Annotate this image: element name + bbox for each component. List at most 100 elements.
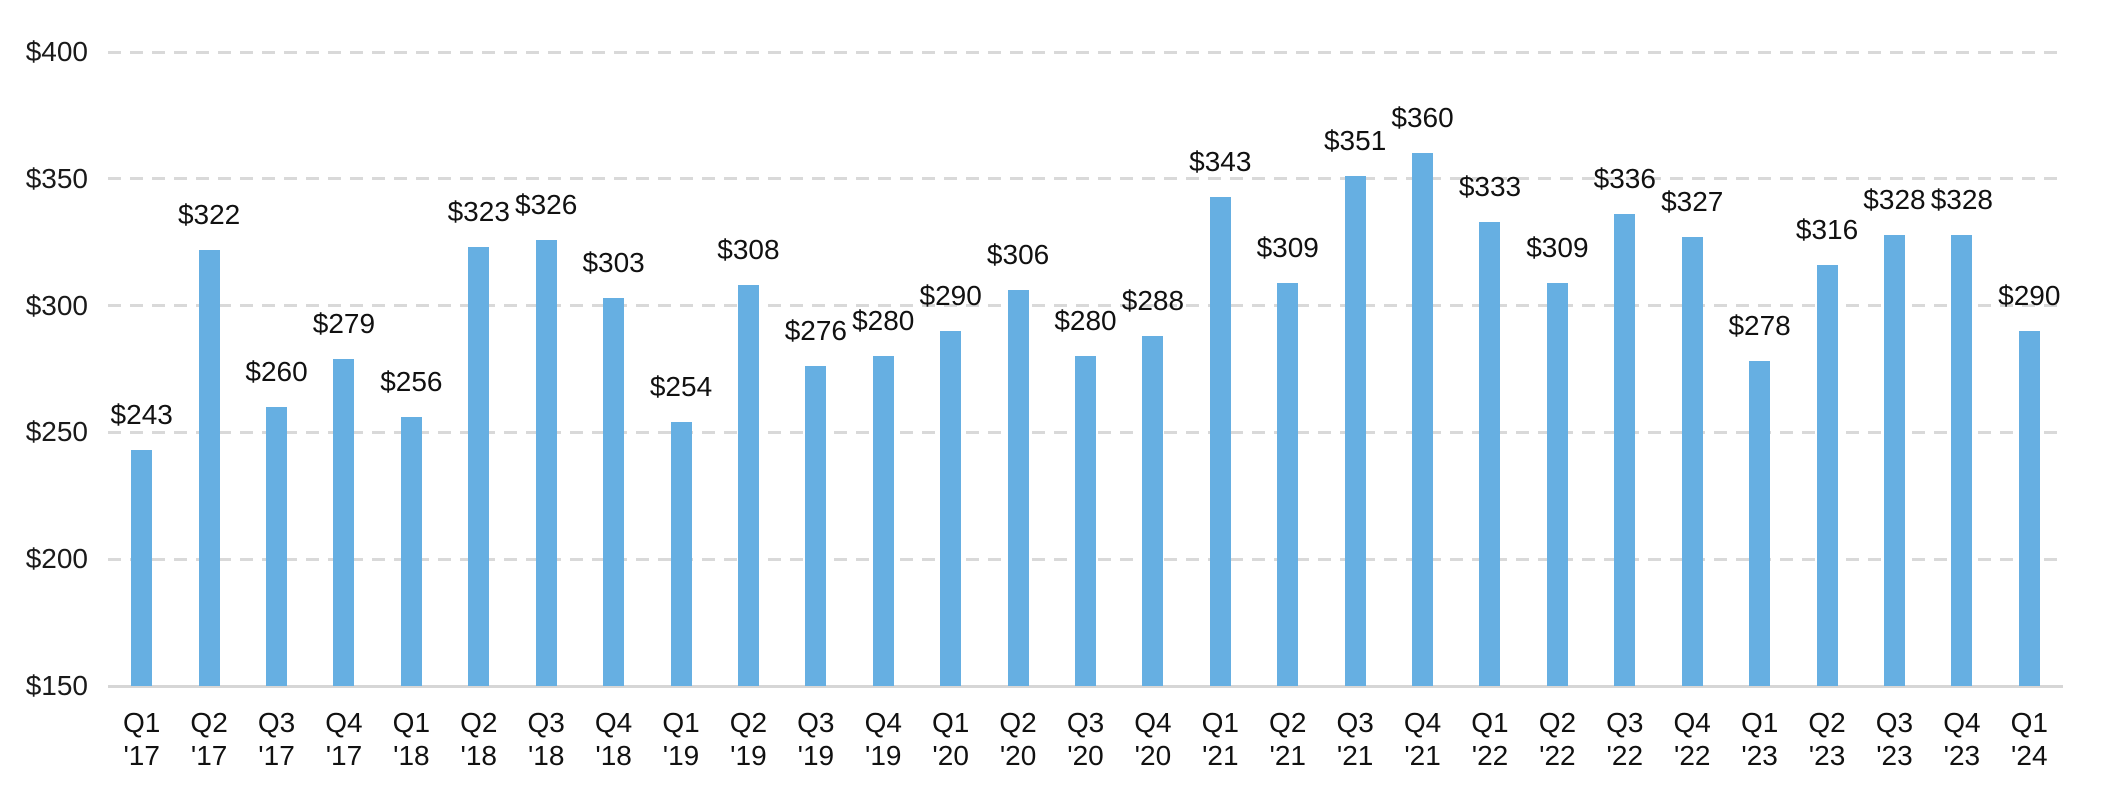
x-axis-quarter-text: Q1 [123, 707, 161, 738]
bar-value-label: $279 [312, 307, 376, 339]
x-axis-year-text: '21 [1404, 740, 1441, 771]
bar-value-label: $322 [177, 198, 241, 230]
bar-q4-22 [1681, 237, 1703, 686]
bar-value-label: $333 [1458, 170, 1522, 202]
bar-value-label: $316 [1795, 214, 1859, 246]
x-axis-category-label: Q4'17 [284, 706, 404, 772]
x-axis-quarter-text: Q3 [1066, 707, 1105, 738]
x-axis-year-text: '19 [662, 740, 700, 771]
bar-q4-20 [1142, 336, 1164, 686]
bar-q3-18 [535, 239, 557, 686]
bar-q4-23 [1951, 234, 1973, 686]
x-axis-year-text: '20 [999, 740, 1037, 771]
bar-q2-21 [1277, 282, 1299, 686]
x-axis-category-label: Q2'23 [1767, 706, 1887, 772]
x-axis-year-text: '23 [1876, 740, 1913, 771]
x-axis-category-label: Q3'19 [756, 706, 876, 772]
x-axis-category-label: Q3'18 [486, 706, 606, 772]
x-axis-category-label: Q1'23 [1700, 706, 1820, 772]
x-axis-year-text: '20 [1067, 740, 1104, 771]
bar-q3-21 [1344, 176, 1366, 686]
x-axis-quarter-text: Q2 [460, 707, 498, 738]
bar-q2-18 [468, 247, 490, 686]
x-axis-category-label: Q3'17 [217, 706, 337, 772]
x-axis-quarter-text: Q4 [325, 707, 363, 738]
bar-value-label: $351 [1323, 125, 1387, 157]
x-axis-line [108, 684, 2063, 688]
x-axis-quarter-text: Q1 [1201, 707, 1239, 738]
bar-value-label: $290 [1998, 279, 2061, 311]
y-axis-tick-label: $400 [25, 36, 88, 67]
x-axis-year-text: '22 [1539, 740, 1576, 771]
x-axis-quarter-text: Q2 [1808, 707, 1846, 738]
x-axis-quarter-text: Q3 [257, 707, 296, 738]
x-axis-quarter-text: Q4 [594, 707, 633, 738]
x-axis-quarter-text: Q4 [1673, 707, 1711, 738]
bar-q1-17 [131, 450, 153, 686]
x-axis-year-text: '20 [932, 740, 969, 771]
x-axis-category-label: Q4'23 [1902, 706, 2022, 772]
x-axis-year-text: '18 [527, 740, 565, 771]
x-axis-year-text: '24 [2011, 740, 2048, 771]
x-axis-year-text: '18 [393, 740, 430, 771]
x-axis-quarter-text: Q3 [527, 707, 565, 738]
bar-q3-20 [1075, 356, 1096, 686]
x-axis-quarter-text: Q3 [797, 707, 835, 738]
bar-value-label: $336 [1593, 163, 1656, 195]
x-axis-year-text: '21 [1336, 740, 1374, 771]
bar-q4-19 [872, 356, 894, 686]
x-axis-category-label: Q2'22 [1497, 706, 1617, 772]
bar-value-label: $254 [649, 371, 713, 403]
bar-q4-18 [603, 297, 625, 686]
x-axis-year-text: '17 [258, 740, 295, 771]
x-axis-year-text: '21 [1202, 740, 1239, 771]
bar-value-label: $326 [515, 188, 578, 220]
x-axis-category-label: Q4'21 [1363, 706, 1483, 772]
bar-q4-17 [333, 358, 355, 686]
bar-value-label: $306 [986, 239, 1050, 271]
x-axis-quarter-text: Q3 [1606, 707, 1644, 738]
x-axis-category-label: Q1'21 [1160, 706, 1280, 772]
x-axis-category-label: Q2'21 [1228, 706, 1348, 772]
x-axis-category-label: Q4'19 [823, 706, 943, 772]
y-axis-tick-label: $150 [25, 670, 88, 701]
x-axis-quarter-text: Q4 [1134, 707, 1172, 738]
x-axis-category-label: Q4'20 [1093, 706, 1213, 772]
x-axis-quarter-text: Q2 [190, 707, 228, 738]
x-axis-quarter-text: Q3 [1875, 707, 1914, 738]
y-axis-tick-label: $200 [25, 543, 88, 575]
x-axis-year-text: '23 [1943, 740, 1981, 771]
gridline-300 [108, 304, 2063, 308]
bar-value-label: $256 [380, 366, 443, 398]
x-axis-category-label: Q1'18 [351, 706, 471, 772]
x-axis-year-text: '18 [460, 740, 498, 771]
x-axis-year-text: '18 [595, 740, 632, 771]
x-axis-category-label: Q1'19 [621, 706, 741, 772]
x-axis-quarter-text: Q1 [2010, 707, 2048, 738]
x-axis-year-text: '22 [1606, 740, 1644, 771]
bar-value-label: $280 [852, 305, 915, 337]
bar-value-label: $308 [717, 234, 780, 266]
x-axis-year-text: '19 [730, 740, 767, 771]
bar-value-label: $303 [582, 246, 645, 278]
x-axis-category-label: Q3'21 [1295, 706, 1415, 772]
bar-q1-20 [940, 330, 962, 686]
x-axis-quarter-text: Q4 [1943, 707, 1981, 738]
bar-q3-23 [1883, 234, 1905, 686]
x-axis-category-label: Q1'17 [82, 706, 202, 772]
gridline-400 [108, 50, 2063, 54]
bar-value-label: $328 [1930, 183, 1994, 215]
bar-value-label: $309 [1526, 231, 1589, 263]
x-axis-category-label: Q2'19 [688, 706, 808, 772]
x-axis-year-text: '20 [1134, 740, 1172, 771]
bar-value-label: $278 [1728, 310, 1791, 342]
bar-value-label: $327 [1661, 186, 1724, 218]
x-axis-year-text: '22 [1673, 740, 1711, 771]
bar-q3-19 [805, 366, 827, 686]
x-axis-category-label: Q4'18 [554, 706, 674, 772]
bar-q3-17 [266, 407, 288, 686]
bar-value-label: $243 [110, 399, 173, 431]
x-axis-quarter-text: Q4 [864, 707, 902, 738]
